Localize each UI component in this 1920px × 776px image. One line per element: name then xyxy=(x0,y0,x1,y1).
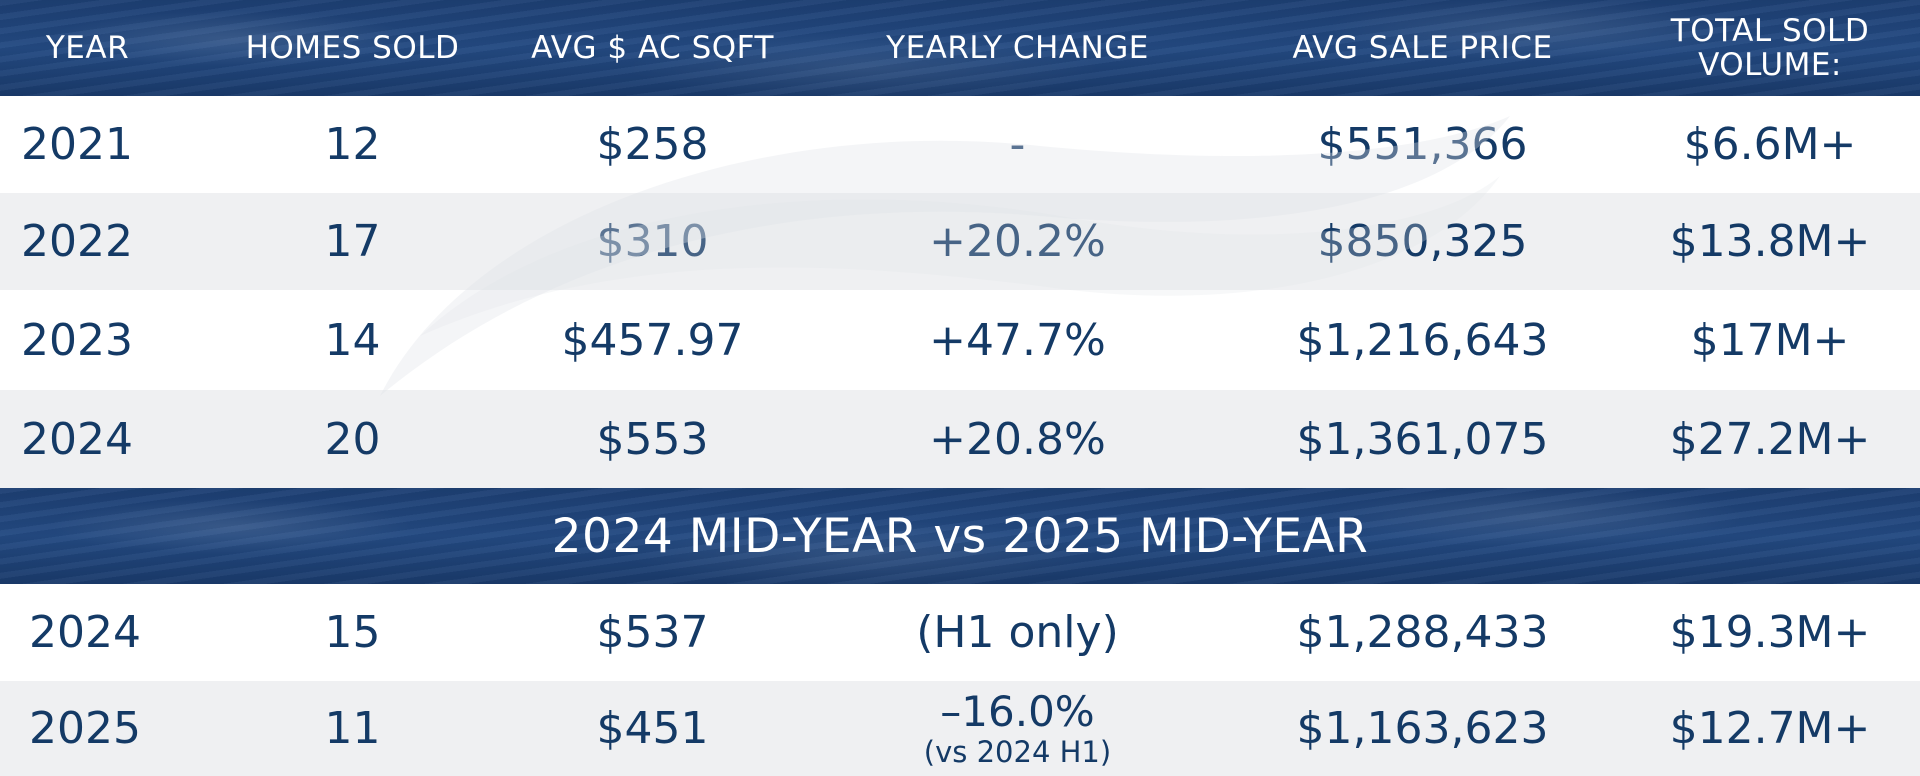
yearly-change-value: –16.0% xyxy=(940,686,1095,736)
cell-avg-sqft: $310 xyxy=(596,216,709,267)
cell-yearly-change: –16.0% (vs 2024 H1) xyxy=(810,681,1225,776)
cell-total-volume: $17M+ xyxy=(1690,314,1850,366)
cell-year: 2025 xyxy=(29,703,141,754)
cell-avg-sale-price: $1,216,643 xyxy=(1296,314,1549,366)
cell-total-volume: $27.2M+ xyxy=(1669,413,1871,465)
section-band: 2024 MID-YEAR vs 2025 MID-YEAR xyxy=(0,488,1920,584)
header-avg-sale-price: AVG SALE PRICE xyxy=(1292,30,1553,66)
cell-year: 2024 xyxy=(29,607,141,658)
cell-year: 2023 xyxy=(21,314,133,366)
table-row: 2024 20 $553 +20.8% $1,361,075 $27.2M+ xyxy=(0,390,1920,488)
table-row: 2024 15 $537 (H1 only) $1,288,433 $19.3M… xyxy=(0,584,1920,681)
cell-avg-sqft: $258 xyxy=(596,119,709,170)
cell-total-volume: $19.3M+ xyxy=(1669,607,1871,658)
table-row: 2025 11 $451 –16.0% (vs 2024 H1) $1,163,… xyxy=(0,681,1920,776)
cell-homes-sold: 15 xyxy=(324,607,381,658)
cell-yearly-change: (H1 only) xyxy=(916,607,1119,658)
cell-yearly-change: +20.2% xyxy=(929,216,1106,267)
cell-homes-sold: 17 xyxy=(324,216,381,267)
cell-total-volume: $13.8M+ xyxy=(1669,216,1871,267)
header-yearly-change: YEARLY CHANGE xyxy=(886,30,1149,66)
cell-homes-sold: 11 xyxy=(324,703,381,754)
cell-yearly-change: - xyxy=(1009,119,1026,170)
cell-year: 2021 xyxy=(21,119,133,170)
table-row: 2023 14 $457.97 +47.7% $1,216,643 $17M+ xyxy=(0,290,1920,390)
cell-year: 2022 xyxy=(21,216,133,267)
cell-avg-sale-price: $551,366 xyxy=(1317,119,1528,170)
cell-yearly-change: +20.8% xyxy=(929,413,1106,465)
header-year: YEAR xyxy=(45,30,130,66)
cell-yearly-change: +47.7% xyxy=(929,314,1106,366)
header-total-volume-label: TOTAL SOLD VOLUME: xyxy=(1670,13,1870,83)
cell-homes-sold: 20 xyxy=(324,413,381,465)
cell-year: 2024 xyxy=(21,413,133,465)
cell-avg-sale-price: $1,361,075 xyxy=(1296,413,1549,465)
cell-avg-sale-price: $1,163,623 xyxy=(1296,703,1549,754)
section-title: 2024 MID-YEAR vs 2025 MID-YEAR xyxy=(551,508,1369,564)
cell-homes-sold: 12 xyxy=(324,119,381,170)
header-total-volume: TOTAL SOLD VOLUME: xyxy=(1620,0,1920,96)
table-row: 2022 17 $310 +20.2% $850,325 $13.8M+ xyxy=(0,193,1920,290)
cell-avg-sqft: $553 xyxy=(596,413,709,465)
cell-avg-sqft: $451 xyxy=(596,703,709,754)
header-row: YEAR HOMES SOLD AVG $ AC SQFT YEARLY CHA… xyxy=(0,0,1920,96)
header-avg-sqft: AVG $ AC SQFT xyxy=(531,30,774,66)
header-homes-sold: HOMES SOLD xyxy=(245,30,460,66)
cell-avg-sale-price: $850,325 xyxy=(1317,216,1528,267)
table-row: 2021 12 $258 - $551,366 $6.6M+ xyxy=(0,96,1920,193)
cell-avg-sqft: $457.97 xyxy=(561,314,744,366)
cell-total-volume: $6.6M+ xyxy=(1683,119,1857,170)
cell-avg-sqft: $537 xyxy=(596,607,709,658)
cell-avg-sale-price: $1,288,433 xyxy=(1296,607,1549,658)
cell-total-volume: $12.7M+ xyxy=(1669,703,1871,754)
cell-homes-sold: 14 xyxy=(324,314,381,366)
yearly-change-note: (vs 2024 H1) xyxy=(923,734,1112,769)
